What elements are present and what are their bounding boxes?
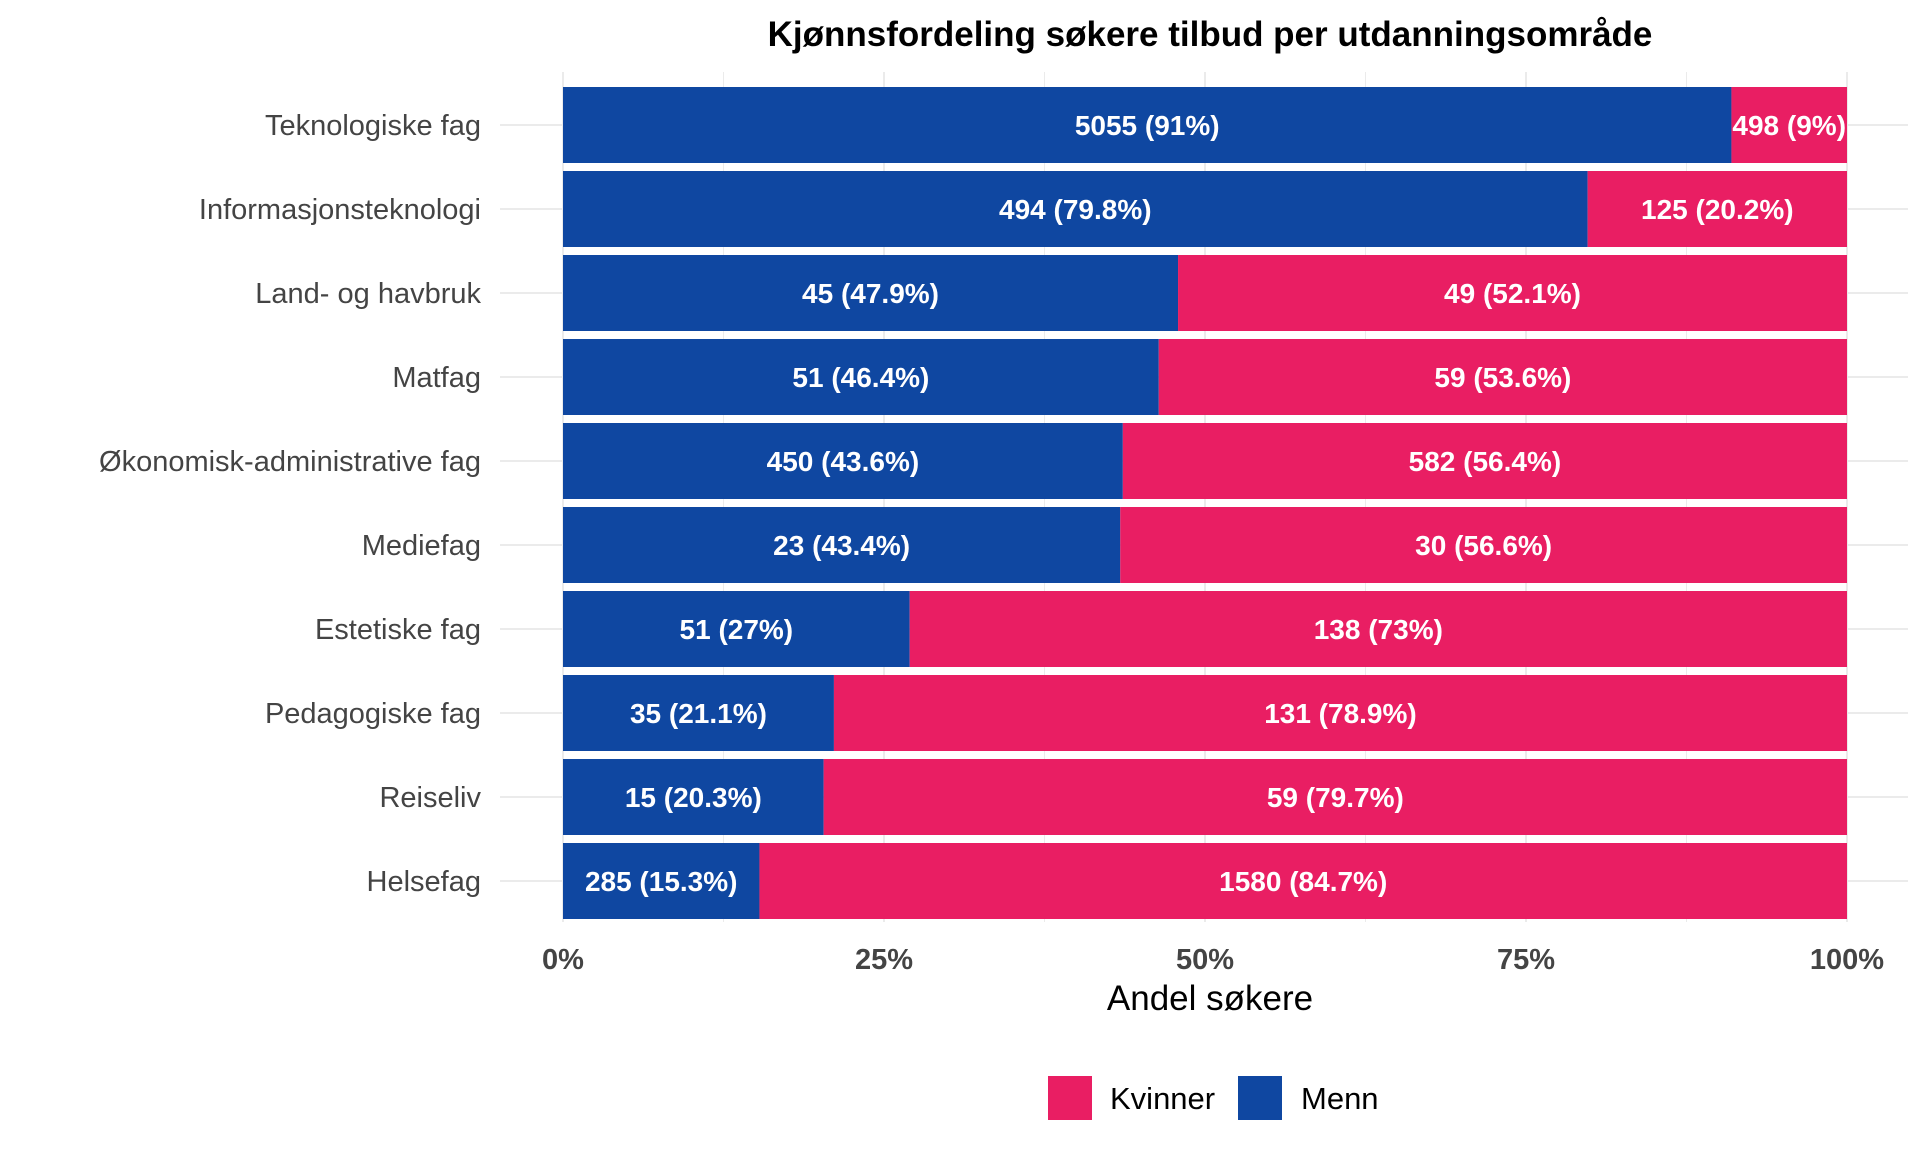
bar-label-menn: 5055 (91%) (1075, 110, 1220, 141)
bar-label-kvinner: 125 (20.2%) (1641, 194, 1794, 225)
bar-menn (563, 339, 1159, 415)
x-tick-label: 50% (1176, 944, 1234, 976)
bar-kvinner (1120, 507, 1847, 583)
category-label: Mediefag (362, 530, 481, 562)
category-label: Estetiske fag (315, 614, 481, 646)
x-tick-labels: 0% 25% 50% 75% 100% (542, 944, 1884, 976)
category-label: Helsefag (367, 866, 481, 898)
bar-label-kvinner: 59 (79.7%) (1267, 782, 1404, 813)
legend: Kvinner Menn (1048, 1076, 1379, 1120)
bar-kvinner (1178, 255, 1847, 331)
bar-menn (563, 843, 760, 919)
category-label: Informasjonsteknologi (199, 194, 481, 226)
x-tick-label: 25% (855, 944, 913, 976)
bar-label-kvinner: 49 (52.1%) (1444, 278, 1581, 309)
x-tick-label: 100% (1810, 944, 1884, 976)
bar-menn (563, 507, 1121, 583)
bar-label-menn: 51 (46.4%) (792, 362, 929, 393)
bar-label-kvinner: 1580 (84.7%) (1219, 866, 1387, 897)
bar-menn (563, 759, 824, 835)
chart-title: Kjønnsfordeling søkere tilbud per utdann… (768, 15, 1653, 54)
bar-label-kvinner: 138 (73%) (1314, 614, 1443, 645)
bar-menn (563, 591, 910, 667)
legend-label-menn: Menn (1301, 1081, 1379, 1116)
bar-kvinner (1731, 87, 1847, 163)
category-label: Økonomisk-administrative fag (99, 446, 481, 478)
bar-kvinner (909, 591, 1847, 667)
legend-swatch-menn (1238, 1076, 1282, 1120)
bar-label-kvinner: 30 (56.6%) (1415, 530, 1552, 561)
bar-kvinner (833, 675, 1847, 751)
bar-label-kvinner: 59 (53.6%) (1434, 362, 1571, 393)
category-label: Matfag (392, 362, 481, 394)
x-axis-title: Andel søkere (1107, 979, 1313, 1018)
x-tick-label: 75% (1497, 944, 1555, 976)
category-label: Reiseliv (379, 782, 481, 814)
category-label: Pedagogiske fag (265, 698, 481, 730)
bar-menn (563, 255, 1179, 331)
category-label: Land- og havbruk (255, 278, 481, 310)
bars (563, 87, 1847, 919)
bar-kvinner (759, 843, 1847, 919)
category-labels: Teknologiske fag Informasjonsteknologi Lan… (99, 110, 481, 898)
bar-labels: 5055 (91%) 498 (9%) 494 (79.8%) 125 (20.2%)… (585, 110, 1846, 897)
bar-menn (563, 675, 834, 751)
bar-label-menn: 494 (79.8%) (999, 194, 1152, 225)
bar-label-menn: 51 (27%) (680, 614, 794, 645)
bar-kvinner (1158, 339, 1847, 415)
bar-menn (563, 171, 1588, 247)
bar-label-menn: 450 (43.6%) (767, 446, 920, 477)
bar-kvinner (1122, 423, 1847, 499)
bar-menn (563, 423, 1123, 499)
bar-label-kvinner: 582 (56.4%) (1409, 446, 1562, 477)
bar-kvinner (823, 759, 1847, 835)
bar-label-kvinner: 131 (78.9%) (1264, 698, 1417, 729)
bar-label-kvinner: 498 (9%) (1732, 110, 1846, 141)
bar-label-menn: 285 (15.3%) (585, 866, 738, 897)
category-label: Teknologiske fag (265, 110, 481, 142)
bar-label-menn: 15 (20.3%) (625, 782, 762, 813)
bar-label-menn: 45 (47.9%) (802, 278, 939, 309)
bar-menn (563, 87, 1732, 163)
bar-label-menn: 23 (43.4%) (773, 530, 910, 561)
legend-swatch-kvinner (1048, 1076, 1092, 1120)
bar-kvinner (1587, 171, 1847, 247)
bar-label-menn: 35 (21.1%) (630, 698, 767, 729)
legend-label-kvinner: Kvinner (1110, 1081, 1215, 1116)
x-tick-label: 0% (542, 944, 584, 976)
